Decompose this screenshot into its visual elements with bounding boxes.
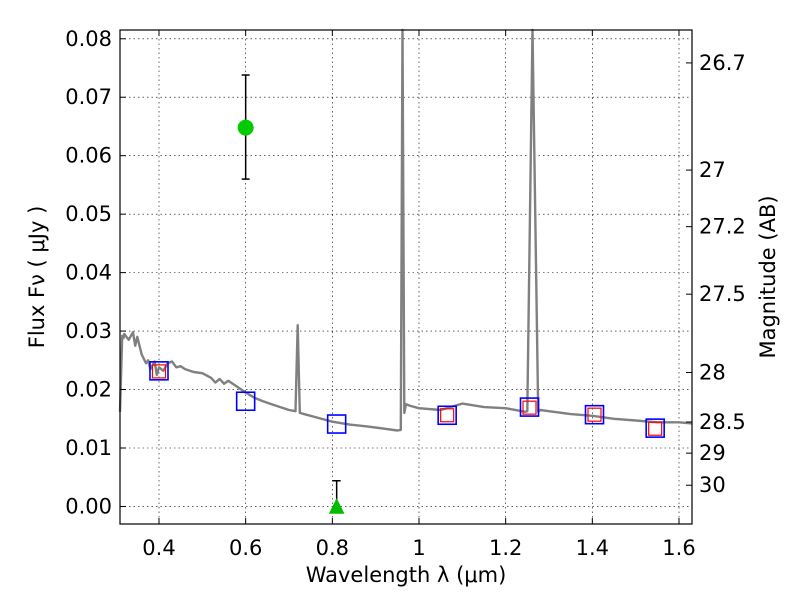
y-tick-label: 0.00: [65, 494, 112, 518]
right-tick-label: 30: [699, 473, 726, 497]
observed-flux-point: [440, 408, 455, 423]
right-tick-label: 29: [699, 441, 726, 465]
y-tick-label: 0.04: [65, 261, 112, 285]
plot-background: [120, 30, 692, 524]
right-y-axis-label: Magnitude (AB): [756, 195, 780, 358]
x-tick-label: 0.4: [142, 536, 175, 560]
upper-limit-marker: [328, 498, 345, 514]
x-tick-label: 1.2: [489, 536, 522, 560]
sed-model-line: [118, 28, 693, 432]
grid: [120, 30, 692, 524]
data-series: [118, 28, 693, 514]
observed-flux-point: [587, 407, 602, 422]
x-tick-label: 1: [412, 536, 425, 560]
y-tick-label: 0.02: [65, 378, 112, 402]
y-axis-label: Flux Fν ( μJy ): [25, 206, 49, 349]
observed-flux-point: [522, 400, 537, 415]
y-tick-label: 0.08: [65, 27, 112, 51]
x-tick-label: 0.8: [316, 536, 349, 560]
model-flux-point: [149, 361, 169, 381]
model-flux-point: [437, 405, 457, 426]
model-flux-point: [645, 418, 665, 438]
y-tick-label: 0.05: [65, 202, 112, 226]
right-tick-label: 28.5: [699, 410, 746, 434]
axis-ticks: 0.4 0.6 0.8 1 1.2 1.4 1.6 0.00 0.01 0.02 0.03 0.04 0…: [65, 27, 746, 560]
right-tick-label: 28: [699, 361, 726, 385]
right-tick-label: 26.7: [699, 51, 746, 75]
detection-point: [237, 119, 254, 136]
model-flux-point: [519, 397, 540, 417]
x-tick-label: 0.6: [229, 536, 262, 560]
x-axis-label: Wavelength λ (μm): [306, 563, 507, 587]
observed-flux-point: [648, 421, 663, 436]
right-tick-label: 27.5: [699, 282, 746, 306]
plot-frame: [119, 29, 693, 525]
right-tick-label: 27.2: [699, 215, 746, 239]
model-flux-point: [326, 414, 347, 434]
model-flux-point: [235, 391, 256, 412]
right-tick-label: 27: [699, 158, 726, 182]
y-tick-label: 0.03: [65, 319, 112, 343]
x-tick-label: 1.4: [576, 536, 609, 560]
observed-flux-point: [151, 364, 167, 379]
model-flux-point: [584, 404, 605, 425]
x-tick-label: 1.6: [662, 536, 695, 560]
y-tick-label: 0.01: [65, 436, 112, 460]
y-tick-label: 0.07: [65, 85, 112, 109]
y-tick-label: 0.06: [65, 144, 112, 168]
